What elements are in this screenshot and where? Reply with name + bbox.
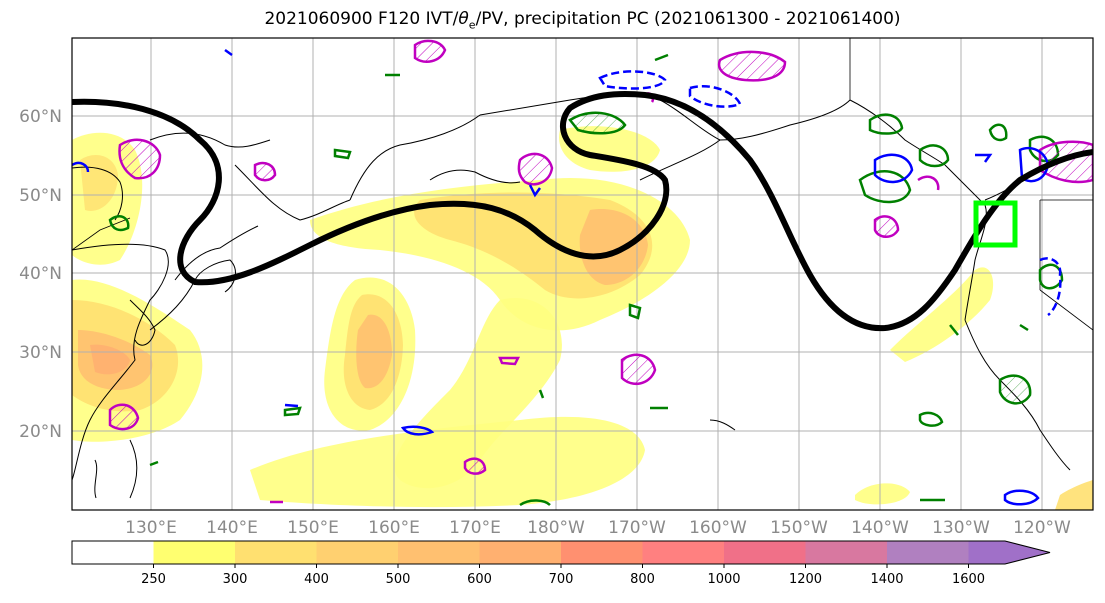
colorbar-segment (724, 541, 806, 564)
lon-label-150e: 150°E (287, 518, 339, 538)
target-region-box (973, 200, 1018, 248)
colorbar-segment (72, 541, 154, 564)
colorbar-tick-label: 600 (467, 572, 492, 587)
lat-label-20n: 20°N (19, 422, 62, 442)
colorbar-segment (805, 541, 888, 564)
ivt-shading (72, 126, 1093, 510)
lat-label-40n: 40°N (19, 264, 62, 284)
colorbar-tick-label: 1000 (707, 572, 740, 587)
colorbar-tick-label: 250 (141, 572, 166, 587)
lat-label-30n: 30°N (19, 343, 62, 363)
colorbar-tick-label: 1600 (952, 572, 985, 587)
colorbar-tick-label: 700 (549, 572, 574, 587)
colorbar-segment (316, 541, 399, 564)
lon-label-130e: 130°E (125, 518, 177, 538)
chart-title: 2021060900 F120 IVT/θe/PV, precipitation… (264, 9, 901, 32)
pv-positive-contours (108, 39, 1093, 504)
colorbar-tick-label: 500 (386, 572, 411, 587)
colorbar-segment (398, 541, 480, 564)
colorbar-segment (561, 541, 643, 564)
colorbar-tick-label: 400 (304, 572, 329, 587)
colorbar-tick-label: 1400 (870, 572, 903, 587)
map-frame (71, 37, 1094, 511)
lon-label-140e: 140°E (206, 518, 258, 538)
colorbar-tick-label: 300 (223, 572, 248, 587)
longitude-labels: 130°E 140°E 150°E 160°E 170°E 180°W 170°… (125, 518, 1071, 538)
colorbar-segment (153, 541, 236, 564)
colorbar-segment (887, 541, 969, 564)
colorbar-segment (235, 541, 317, 564)
lon-label-150w: 150°W (770, 518, 828, 538)
lon-label-160e: 160°E (368, 518, 420, 538)
lon-label-170w: 170°W (608, 518, 666, 538)
latitude-labels: 60°N 50°N 40°N 30°N 20°N (19, 107, 62, 442)
pv-negative-contours (72, 48, 1062, 506)
colorbar-tick-label: 800 (630, 572, 655, 587)
lon-label-180w: 180°W (527, 518, 585, 538)
lat-label-50n: 50°N (19, 186, 62, 206)
colorbar-extend-arrow (968, 541, 1050, 564)
lat-label-60n: 60°N (19, 107, 62, 127)
lon-label-130w: 130°W (932, 518, 990, 538)
theta-e-hatched (570, 112, 1031, 404)
lon-label-140w: 140°W (851, 518, 909, 538)
jet-contour (72, 90, 1093, 332)
colorbar-segment (479, 541, 562, 564)
colorbar: 250 300 400 500 600 700 800 1000 1200 1400 1600 (71, 540, 1051, 587)
lon-label-170e: 170°E (449, 518, 501, 538)
lon-label-160w: 160°W (689, 518, 747, 538)
colorbar-tick-label: 1200 (789, 572, 822, 587)
lon-label-120w: 120°W (1013, 518, 1071, 538)
colorbar-segment (642, 541, 725, 564)
